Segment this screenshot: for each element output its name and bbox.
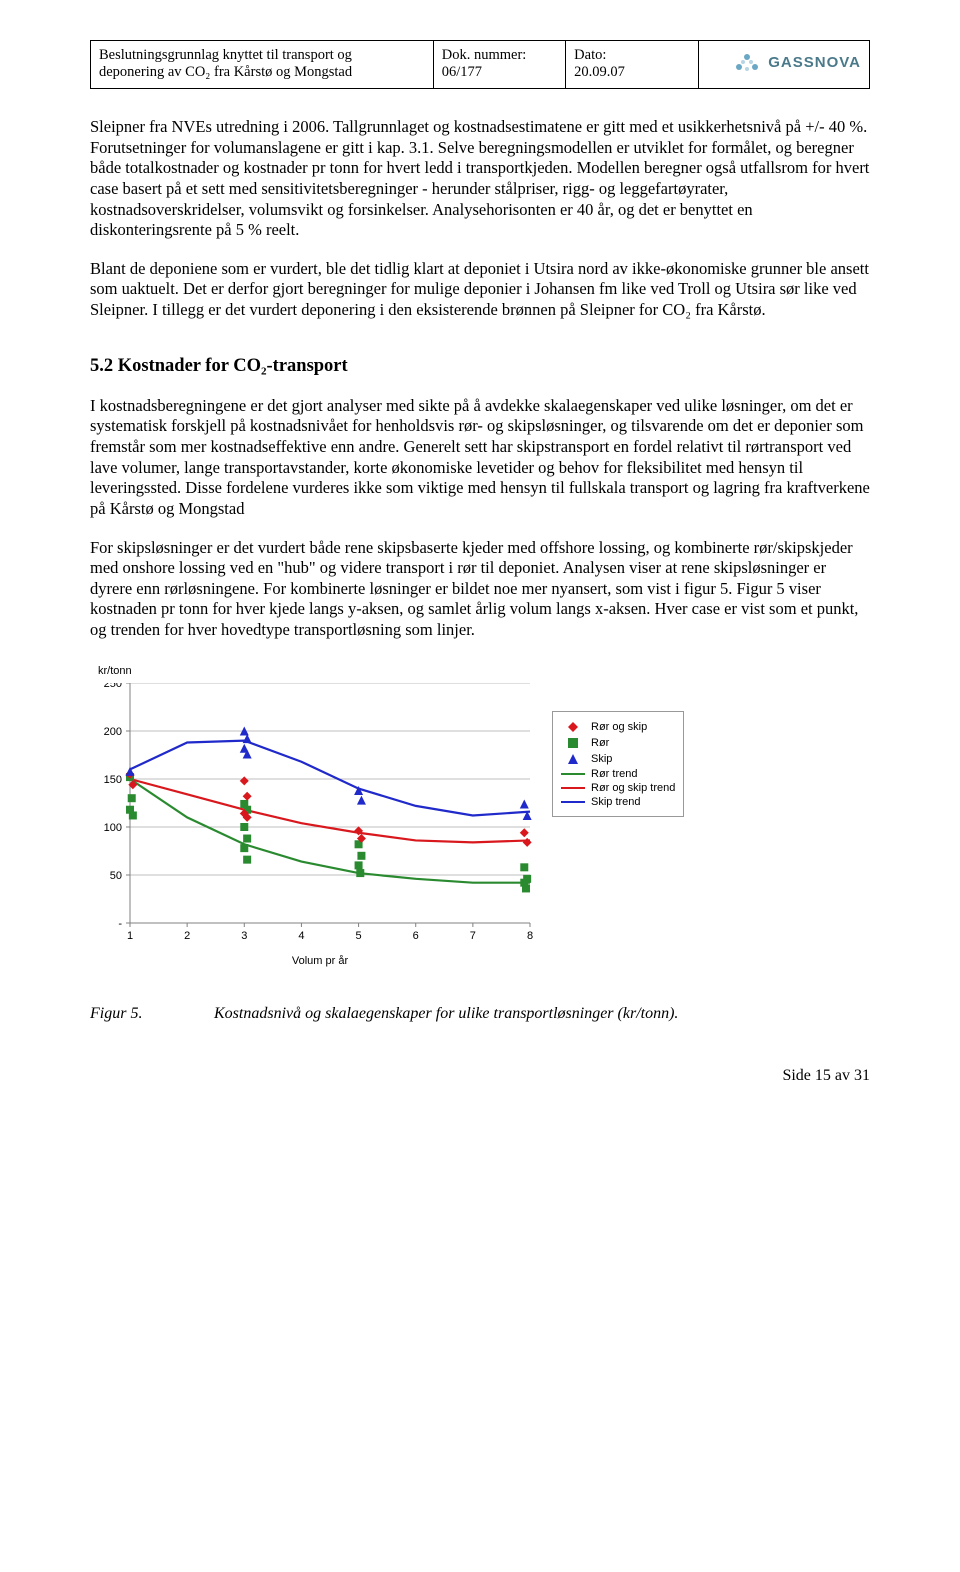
header-logo-cell: GASSNOVA <box>698 41 869 89</box>
svg-text:-: - <box>118 918 122 930</box>
header-docnum-cell: Dok. nummer: 06/177 <box>433 41 565 89</box>
legend-item: Rør <box>561 736 675 750</box>
legend-item: Skip <box>561 752 675 766</box>
header-title-cell: Beslutningsgrunnlag knyttet til transpor… <box>91 41 434 89</box>
legend-swatch <box>561 736 585 750</box>
header-date-label: Dato: <box>574 47 606 63</box>
svg-text:2: 2 <box>184 930 190 942</box>
chart-xlabel: Volum pr år <box>110 955 530 967</box>
header-date-value: 20.09.07 <box>574 64 625 80</box>
paragraph-3: I kostnadsberegningene er det gjort anal… <box>90 396 870 520</box>
chart-ylabel: kr/tonn <box>98 665 870 677</box>
legend-item: Rør og skip trend <box>561 782 675 794</box>
legend-swatch <box>561 773 585 775</box>
legend-swatch <box>561 720 585 734</box>
header-title-line2: deponering av CO₂ fra Kårstø og Mongstad <box>99 64 352 80</box>
legend-label: Skip trend <box>591 796 641 808</box>
legend-label: Rør trend <box>591 768 637 780</box>
svg-text:150: 150 <box>104 774 122 786</box>
figure-number: Figur 5. <box>90 1005 210 1023</box>
document-header-table: Beslutningsgrunnlag knyttet til transpor… <box>90 40 870 89</box>
header-docnum-value: 06/177 <box>442 64 482 80</box>
page: Beslutningsgrunnlag knyttet til transpor… <box>0 0 960 1125</box>
svg-text:100: 100 <box>104 822 122 834</box>
page-footer: Side 15 av 31 <box>90 1067 870 1085</box>
header-title-line1: Beslutningsgrunnlag knyttet til transpor… <box>99 47 352 63</box>
figure-caption: Figur 5. Kostnadsnivå og skalaegenskaper… <box>90 1005 870 1023</box>
legend-item: Rør og skip <box>561 720 675 734</box>
header-date-cell: Dato: 20.09.07 <box>566 41 698 89</box>
chart-container: kr/tonn - 50 100 150 200 250 1 2 3 4 5 6 7 8 Rør og s… <box>90 665 870 967</box>
svg-text:7: 7 <box>470 930 476 942</box>
legend-label: Rør og skip <box>591 721 647 733</box>
svg-text:1: 1 <box>127 930 133 942</box>
gassnova-logo: GASSNOVA <box>732 47 861 77</box>
chart-legend: Rør og skip Rør Skip Rør trend Rør og skip t… <box>552 711 684 817</box>
paragraph-1: Sleipner fra NVEs utredning i 2006. Tall… <box>90 117 870 241</box>
paragraph-4: For skipsløsninger er det vurdert både r… <box>90 538 870 641</box>
body-text: Sleipner fra NVEs utredning i 2006. Tall… <box>90 117 870 641</box>
legend-label: Skip <box>591 753 612 765</box>
svg-text:200: 200 <box>104 726 122 738</box>
legend-item: Skip trend <box>561 796 675 808</box>
legend-item: Rør trend <box>561 768 675 780</box>
legend-label: Rør og skip trend <box>591 782 675 794</box>
figure-caption-text: Kostnadsnivå og skalaegenskaper for ulik… <box>214 1005 678 1022</box>
legend-swatch <box>561 752 585 766</box>
logo-icon <box>732 47 762 77</box>
section-title: 5.2 Kostnader for CO₂-transport <box>90 355 870 378</box>
svg-text:4: 4 <box>298 930 304 942</box>
svg-text:5: 5 <box>356 930 362 942</box>
svg-text:3: 3 <box>241 930 247 942</box>
svg-text:6: 6 <box>413 930 419 942</box>
legend-swatch <box>561 801 585 803</box>
logo-text: GASSNOVA <box>768 54 861 71</box>
cost-scale-chart: - 50 100 150 200 250 1 2 3 4 5 6 7 8 <box>90 683 534 949</box>
legend-swatch <box>561 787 585 789</box>
svg-text:50: 50 <box>110 870 122 882</box>
header-docnum-label: Dok. nummer: <box>442 47 527 63</box>
svg-text:8: 8 <box>527 930 533 942</box>
svg-text:250: 250 <box>104 683 122 690</box>
legend-label: Rør <box>591 737 609 749</box>
paragraph-2: Blant de deponiene som er vurdert, ble d… <box>90 259 870 321</box>
